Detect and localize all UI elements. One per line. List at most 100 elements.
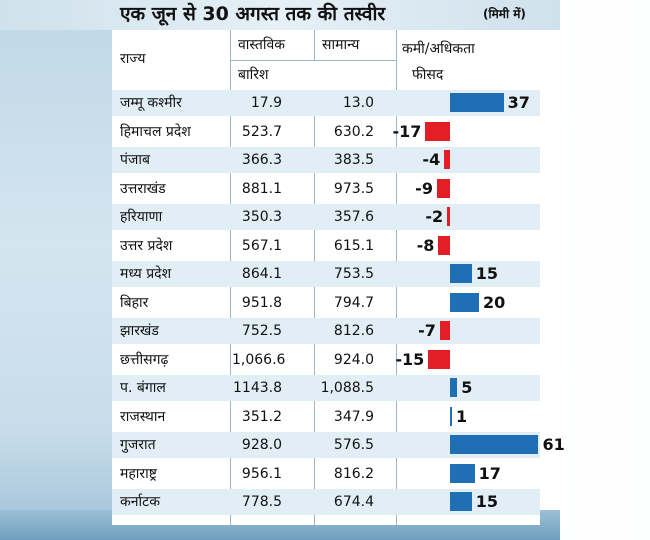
deviation-label: 17 — [478, 463, 501, 483]
unit-label: (मिमी में) — [483, 7, 526, 21]
state-name: उत्तराखंड — [120, 180, 166, 197]
table-row: प. बंगाल 1143.8 1,088.5 5 — [112, 375, 540, 401]
deficit-bar — [428, 349, 450, 369]
table-row: बिहार 951.8 794.7 20 — [112, 290, 540, 316]
state-name: पंजाब — [120, 152, 150, 168]
normal-rainfall: 812.6 — [333, 323, 374, 339]
deficit-bar — [444, 150, 450, 169]
deviation-label: 5 — [461, 378, 473, 397]
surplus-bar — [450, 492, 472, 511]
normal-rainfall: 630.2 — [333, 123, 374, 140]
normal-rainfall: 1,088.5 — [320, 380, 374, 396]
state-name: मध्य प्रदेश — [120, 266, 172, 282]
actual-rainfall: 951.8 — [241, 294, 282, 311]
table-row: हिमाचल प्रदेश 523.7 630.2 -17 — [112, 119, 540, 145]
normal-rainfall: 615.1 — [333, 237, 374, 254]
background-right — [540, 0, 650, 540]
column-header-state: राज्य — [120, 51, 146, 67]
state-name: झारखंड — [120, 323, 159, 339]
state-name: गुजरात — [120, 437, 156, 453]
state-name: महाराष्ट्र — [120, 465, 157, 482]
table-row: उत्तराखंड 881.1 973.5 -9 — [112, 176, 540, 202]
actual-rainfall: 864.1 — [241, 266, 282, 282]
column-header-normal: सामान्य — [322, 37, 360, 53]
normal-rainfall: 816.2 — [333, 465, 374, 482]
deviation-label: -7 — [418, 321, 436, 340]
surplus-bar — [450, 463, 475, 483]
actual-rainfall: 778.5 — [241, 494, 282, 510]
column-header-deviation-unit: फीसद — [412, 67, 444, 83]
normal-rainfall: 357.6 — [333, 209, 374, 225]
table-row: छत्तीसगढ़ 1,066.6 924.0 -15 — [112, 347, 540, 373]
surplus-bar — [450, 93, 504, 112]
normal-rainfall: 924.0 — [333, 351, 374, 368]
column-divider — [314, 30, 315, 60]
table-row: गुजरात 928.0 576.5 61 — [112, 432, 565, 458]
deviation-label: -15 — [395, 349, 425, 369]
actual-rainfall: 956.1 — [241, 465, 282, 482]
surplus-bar — [450, 264, 472, 283]
actual-rainfall: 17.9 — [250, 95, 282, 111]
actual-rainfall: 1,066.6 — [232, 351, 286, 368]
header-divider — [230, 60, 396, 61]
deficit-bar — [439, 321, 450, 340]
deviation-label: -4 — [422, 150, 441, 169]
normal-rainfall: 973.5 — [333, 180, 374, 197]
deficit-bar — [438, 235, 450, 255]
deviation-label: 20 — [483, 292, 506, 312]
column-divider — [314, 90, 315, 525]
chart-title: एक जून से 30 अगस्त तक की तस्वीर — [120, 3, 386, 25]
normal-rainfall: 13.0 — [342, 95, 374, 111]
deficit-bar — [425, 121, 450, 141]
normal-rainfall: 347.9 — [333, 408, 374, 425]
column-header-deviation: कमी/अधिकता — [402, 41, 475, 57]
deviation-label: 1 — [456, 406, 468, 426]
table-row: झारखंड 752.5 812.6 -7 — [112, 318, 540, 344]
deviation-label: 37 — [507, 93, 530, 112]
actual-rainfall: 351.2 — [241, 408, 282, 425]
actual-rainfall: 1143.8 — [233, 380, 282, 396]
background-top-strip — [0, 0, 560, 30]
state-name: प. बंगाल — [120, 380, 166, 396]
state-name: बिहार — [120, 294, 149, 311]
state-name: उत्तर प्रदेश — [120, 237, 173, 254]
table-row: उत्तर प्रदेश 567.1 615.1 -8 — [112, 233, 540, 259]
actual-rainfall: 366.3 — [241, 152, 282, 168]
table-row: राजस्थान 351.2 347.9 1 — [112, 404, 540, 430]
deviation-label: -17 — [392, 121, 422, 141]
actual-rainfall: 567.1 — [241, 237, 282, 254]
column-header-rainfall: बारिश — [238, 67, 269, 83]
surplus-bar — [450, 292, 479, 312]
deviation-label: -9 — [415, 178, 433, 198]
table-row: पंजाब 366.3 383.5 -4 — [112, 147, 540, 173]
state-name: हरियाणा — [120, 209, 163, 225]
deficit-bar — [436, 178, 450, 198]
normal-rainfall: 753.5 — [333, 266, 374, 282]
state-name: हिमाचल प्रदेश — [120, 123, 191, 140]
actual-rainfall: 350.3 — [241, 209, 282, 225]
state-name: राजस्थान — [120, 408, 166, 425]
actual-rainfall: 523.7 — [241, 123, 282, 140]
surplus-bar — [450, 378, 458, 397]
actual-rainfall: 881.1 — [241, 180, 282, 197]
actual-rainfall: 928.0 — [241, 437, 282, 453]
deviation-label: -8 — [416, 235, 435, 255]
surplus-bar — [450, 435, 539, 454]
deviation-label: -2 — [425, 207, 444, 226]
table-row: महाराष्ट्र 956.1 816.2 17 — [112, 461, 540, 487]
state-name: कर्नाटक — [120, 494, 160, 510]
deviation-label: 15 — [475, 492, 499, 511]
normal-rainfall: 576.5 — [333, 437, 374, 453]
background-water-left — [0, 0, 112, 540]
column-header-actual: वास्तविक — [238, 37, 285, 53]
table-row: मध्य प्रदेश 864.1 753.5 15 — [112, 261, 540, 287]
normal-rainfall: 383.5 — [333, 152, 374, 168]
table-row: हरियाणा 350.3 357.6 -2 — [112, 204, 540, 230]
surplus-bar — [450, 406, 452, 426]
state-name: छत्तीसगढ़ — [120, 351, 169, 368]
normal-rainfall: 674.4 — [333, 494, 374, 510]
state-name: जम्मू कश्मीर — [120, 95, 182, 111]
deficit-bar — [447, 207, 450, 226]
table-row: जम्मू कश्मीर 17.9 13.0 37 — [112, 90, 540, 116]
deviation-label: 15 — [475, 264, 499, 283]
